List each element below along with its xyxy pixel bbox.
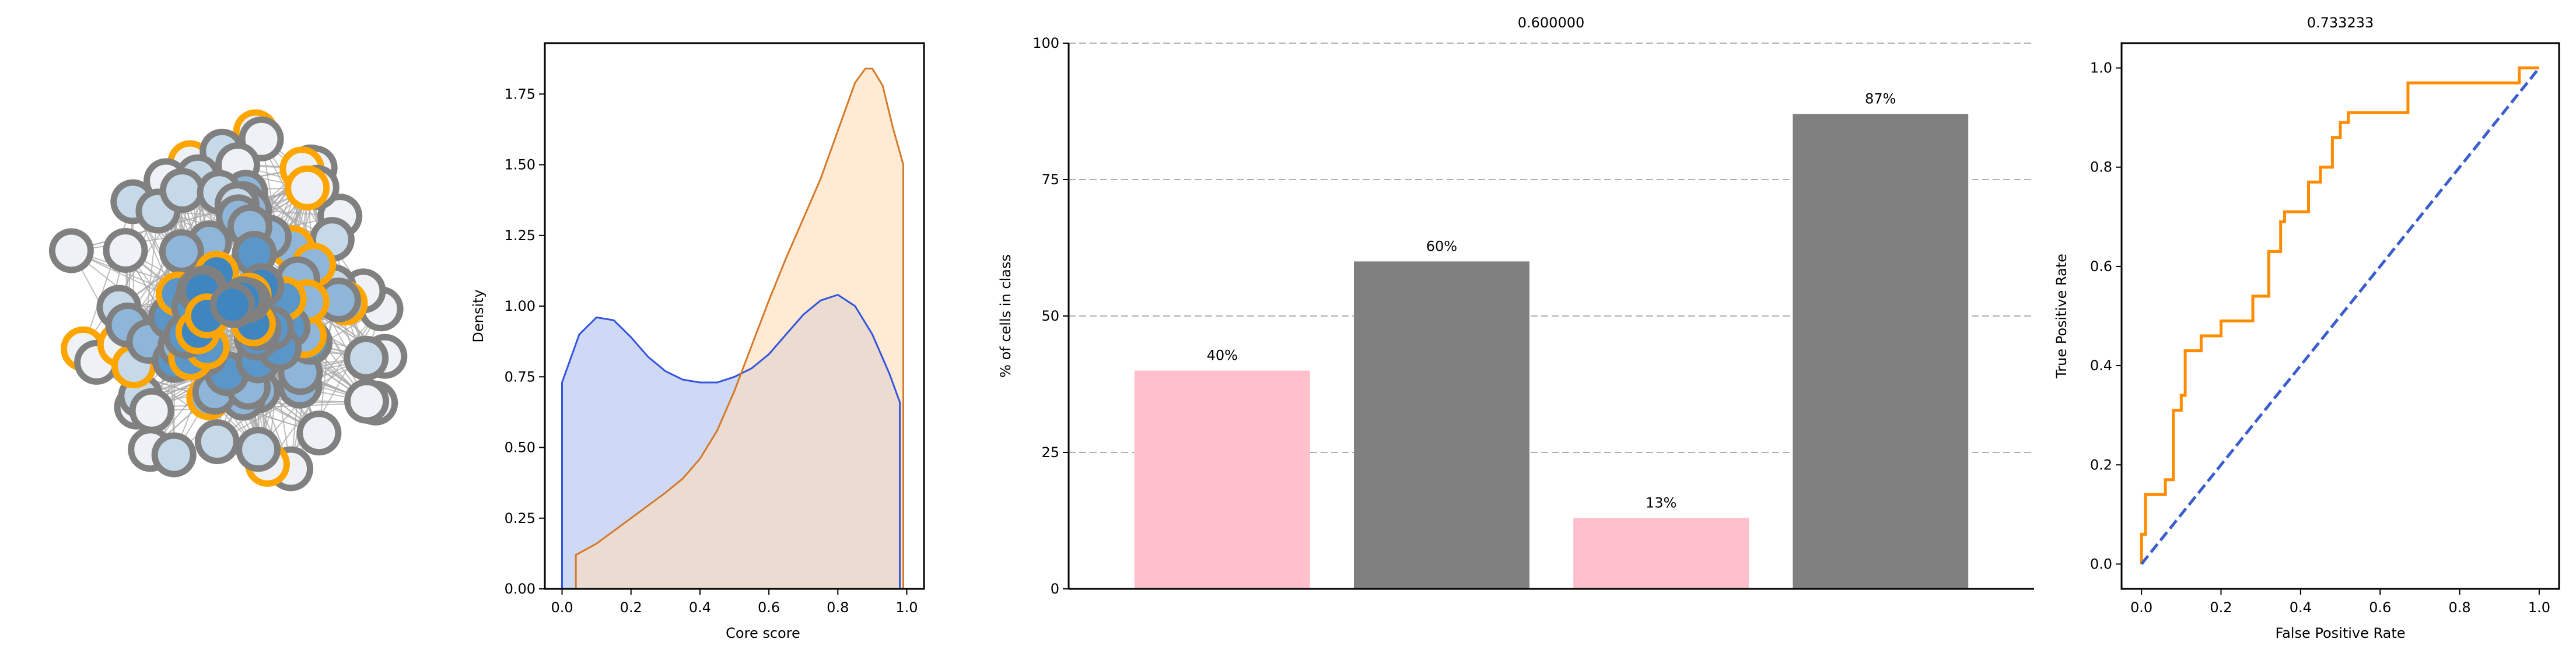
roc-title: 0.733233 — [2307, 15, 2374, 31]
roc-y-axis-label: True Positive Rate — [2053, 254, 2070, 379]
density-fills — [562, 68, 904, 589]
roc-y-tick-label: 0.4 — [2090, 357, 2112, 374]
network-node — [296, 410, 342, 456]
bar-y-tick-label: 0 — [1051, 581, 1059, 597]
bar-chart: 40% 60% 13% 87% 0 25 50 75 100 0.600000 % of ce… — [998, 15, 2034, 597]
network-node — [159, 168, 205, 213]
density-x-ticks: 0.0 0.2 0.4 0.6 0.8 1.0 — [551, 589, 918, 616]
density-x-tick-label: 0.4 — [689, 599, 711, 616]
network-node — [103, 228, 148, 273]
roc-x-tick-label: 0.4 — [2290, 599, 2312, 616]
roc-y-tick-label: 0.0 — [2090, 556, 2112, 572]
density-y-tick-label: 1.00 — [505, 298, 536, 314]
density-y-tick-label: 1.25 — [505, 227, 536, 244]
density-y-tick-label: 0.25 — [505, 510, 536, 526]
roc-y-tick-label: 0.2 — [2090, 457, 2112, 473]
density-line — [561, 293, 901, 590]
roc-curve — [2140, 66, 2539, 564]
network-graph — [48, 109, 408, 492]
bar-value-label: 40% — [1207, 347, 1238, 364]
density-area — [576, 68, 904, 589]
roc-x-tick-label: 0.6 — [2369, 599, 2391, 616]
density-x-axis-label: Core score — [726, 625, 800, 641]
bar-y-tick-label: 75 — [1041, 171, 1059, 188]
density-y-tick-label: 0.75 — [505, 368, 536, 385]
network-node — [48, 228, 94, 273]
density-x-tick-label: 0.8 — [827, 599, 849, 616]
density-axes-frame — [544, 42, 925, 590]
bar-y-axis-label: % of cells in class — [998, 254, 1014, 378]
bar — [1354, 261, 1530, 589]
density-x-tick-label: 1.0 — [895, 599, 918, 616]
bar — [1573, 518, 1749, 589]
density-y-tick-label: 1.50 — [505, 157, 536, 173]
roc-y-tick-label: 1.0 — [2090, 60, 2112, 76]
roc-x-tick-label: 0.2 — [2210, 599, 2232, 616]
roc-y-ticks: 0.0 0.2 0.4 0.6 0.8 1.0 — [2090, 60, 2122, 572]
density-x-tick-label: 0.2 — [620, 599, 642, 616]
density-y-ticks: 0.00 0.25 0.50 0.75 1.00 1.25 1.50 1.75 — [505, 86, 545, 597]
roc-plot: 0.0 0.2 0.4 0.6 0.8 1.0 0.0 0.2 0.4 0.6 0.8 1.0 0.… — [2053, 15, 2560, 641]
roc-x-axis-label: False Positive Rate — [2275, 625, 2405, 641]
roc-x-tick-label: 0.0 — [2130, 599, 2152, 616]
network-nodes — [48, 109, 408, 492]
network-node — [209, 282, 255, 328]
network-node — [285, 165, 330, 210]
density-y-tick-label: 0.00 — [505, 581, 536, 597]
bar-value-label: 13% — [1646, 494, 1676, 511]
density-plot: 0.0 0.2 0.4 0.6 0.8 1.0 0.00 0.25 0.50 0.75 1.00 1… — [470, 42, 925, 641]
network-node — [159, 229, 204, 275]
bar-value-label: 87% — [1865, 91, 1896, 107]
network-edge — [82, 201, 134, 349]
bar — [1793, 114, 1969, 589]
network-node — [344, 335, 389, 381]
density-y-tick-label: 1.75 — [505, 86, 536, 102]
network-node — [344, 378, 390, 424]
density-y-tick-label: 0.50 — [505, 440, 536, 456]
roc-x-tick-label: 1.0 — [2528, 599, 2550, 616]
bar-rects — [1134, 114, 1969, 589]
bar-y-tick-label: 50 — [1041, 308, 1059, 324]
bar-chart-title: 0.600000 — [1518, 15, 1585, 31]
bar-value-labels: 40% 60% 13% 87% — [1207, 91, 1896, 511]
bar-y-ticks: 0 25 50 75 100 — [1032, 35, 1069, 597]
density-x-tick-label: 0.0 — [551, 599, 573, 616]
bar — [1134, 370, 1310, 589]
bar-y-tick-label: 100 — [1032, 35, 1059, 51]
density-line — [575, 68, 904, 590]
density-x-tick-label: 0.6 — [758, 599, 780, 616]
bar-value-label: 60% — [1426, 238, 1457, 254]
roc-x-ticks: 0.0 0.2 0.4 0.6 0.8 1.0 — [2130, 589, 2550, 616]
roc-axes-frame — [2120, 42, 2560, 590]
roc-x-tick-label: 0.8 — [2448, 599, 2470, 616]
density-y-axis-label: Density — [470, 289, 487, 342]
density-lines — [561, 68, 904, 590]
network-node — [236, 427, 281, 472]
roc-y-tick-label: 0.8 — [2090, 159, 2112, 175]
network-node — [194, 419, 240, 465]
roc-y-tick-label: 0.6 — [2090, 258, 2112, 275]
network-node — [129, 388, 174, 433]
roc-lines — [2140, 66, 2540, 566]
network-node — [151, 432, 197, 478]
bar-y-tick-label: 25 — [1041, 444, 1059, 461]
